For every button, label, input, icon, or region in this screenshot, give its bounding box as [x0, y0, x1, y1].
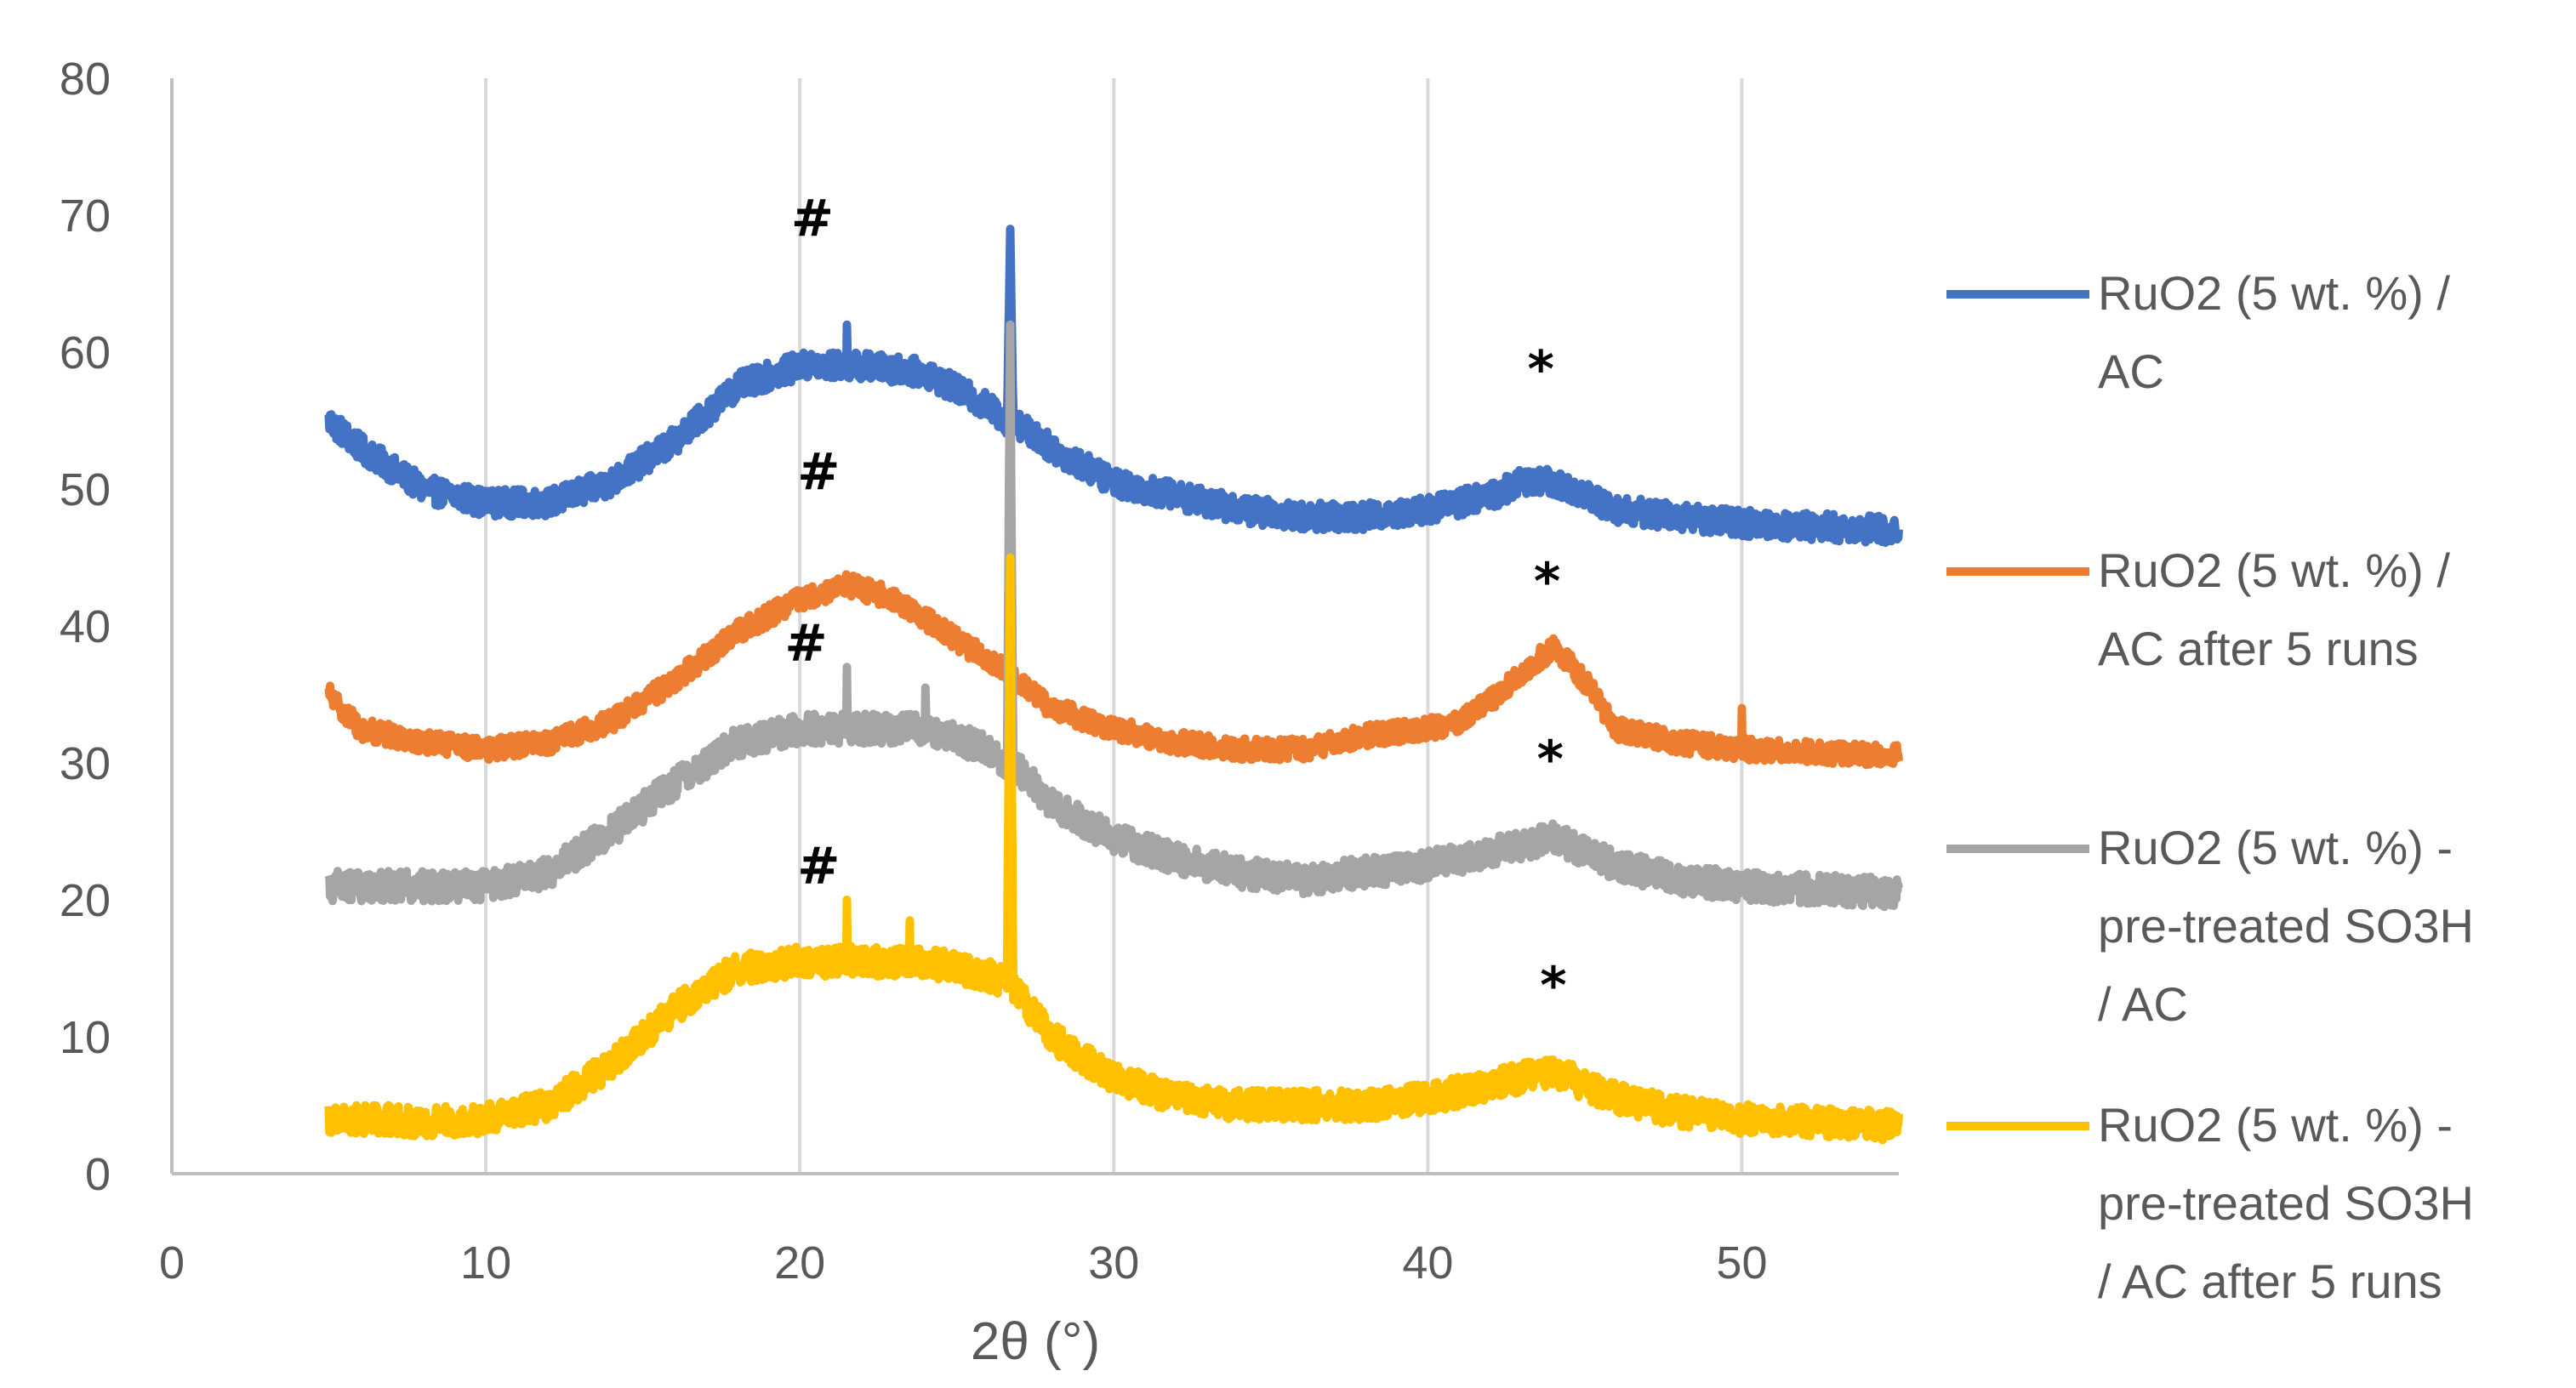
peak-annotations: # # # # * * * *	[784, 189, 1566, 1015]
x-tick-label: 0	[159, 1237, 185, 1288]
legend-label: RuO2 (5 wt. %) -	[2098, 821, 2453, 874]
asterisk-marker: *	[1528, 339, 1554, 399]
y-tick-label: 60	[60, 327, 111, 378]
legend-entry-4: RuO2 (5 wt. %) - pre-treated SO3H / AC aft…	[1946, 1098, 2474, 1308]
y-tick-label: 80	[60, 54, 111, 105]
y-tick-label: 70	[60, 191, 111, 242]
legend-label: RuO2 (5 wt. %) /	[2098, 543, 2450, 597]
x-tick-label: 10	[460, 1237, 511, 1288]
legend-label: pre-treated SO3H	[2098, 1176, 2474, 1230]
legend-label: AC after 5 runs	[2098, 622, 2419, 675]
axes: 0 10 20 30 40 50 60 70 80 0 10 20 30 40 50	[60, 54, 1899, 1288]
series-line-4	[324, 553, 1903, 1145]
legend-label: / AC	[2098, 977, 2188, 1031]
legend-label: AC	[2098, 344, 2164, 398]
y-tick-label: 50	[60, 464, 111, 515]
x-tick-label: 50	[1716, 1237, 1767, 1288]
hash-marker: #	[797, 837, 840, 896]
asterisk-marker: *	[1534, 552, 1560, 612]
legend-label: pre-treated SO3H	[2098, 899, 2474, 953]
y-tick-label: 40	[60, 601, 111, 652]
plot-area	[324, 225, 1903, 1145]
y-tick-label: 0	[85, 1149, 111, 1200]
hash-marker: #	[797, 442, 840, 502]
legend-label: RuO2 (5 wt. %) -	[2098, 1098, 2453, 1152]
asterisk-marker: *	[1540, 956, 1566, 1015]
y-tick-label: 20	[60, 875, 111, 926]
legend: RuO2 (5 wt. %) / AC RuO2 (5 wt. %) / AC aft…	[1946, 266, 2474, 1308]
gridlines	[484, 78, 1744, 1174]
y-tick-label: 30	[60, 738, 111, 789]
x-tick-label: 40	[1402, 1237, 1453, 1288]
x-axis-title: 2θ (°)	[971, 1312, 1100, 1371]
legend-entry-2: RuO2 (5 wt. %) / AC after 5 runs	[1946, 543, 2450, 675]
x-tick-label: 30	[1088, 1237, 1139, 1288]
legend-entry-1: RuO2 (5 wt. %) / AC	[1946, 266, 2450, 398]
series-line-1	[324, 225, 1903, 547]
hash-marker: #	[784, 613, 827, 673]
x-tick-label: 20	[774, 1237, 825, 1288]
asterisk-marker: *	[1537, 730, 1564, 789]
y-tick-label: 10	[60, 1012, 111, 1063]
legend-entry-3: RuO2 (5 wt. %) - pre-treated SO3H / AC	[1946, 821, 2474, 1031]
series-line-2	[324, 570, 1903, 770]
hash-marker: #	[791, 189, 834, 248]
legend-label: / AC after 5 runs	[2098, 1254, 2442, 1308]
series-line-3	[324, 320, 1903, 912]
legend-label: RuO2 (5 wt. %) /	[2098, 266, 2450, 320]
